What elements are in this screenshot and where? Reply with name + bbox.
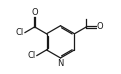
Text: O: O	[97, 22, 103, 31]
Text: Cl: Cl	[27, 51, 36, 60]
Text: Cl: Cl	[15, 28, 24, 37]
Text: N: N	[57, 59, 64, 68]
Text: O: O	[31, 8, 38, 17]
